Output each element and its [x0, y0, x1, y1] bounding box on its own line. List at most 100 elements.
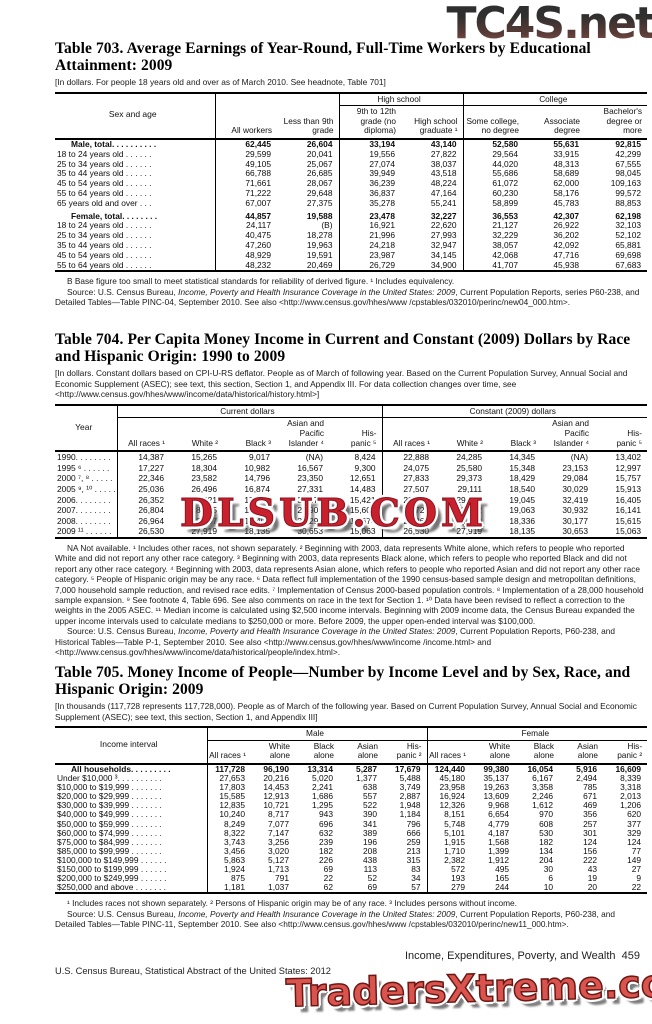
row-label: 25 to 34 years old . . . . . . — [57, 159, 152, 169]
table-row: 45 to 54 years old . . . . . . 71,661 28,0… — [55, 178, 647, 189]
cell-value: 19,588 — [306, 210, 333, 221]
cell-value: 42,299 — [615, 148, 642, 159]
row-label: 18 to 24 years old . . . . . . — [57, 221, 152, 231]
column-header: Black ³ — [510, 437, 537, 448]
cell-value: 43,518 — [430, 168, 457, 179]
cell-value: 60,230 — [462, 188, 525, 199]
cell-value: 16,405 — [615, 494, 642, 505]
cell-value: 24,218 — [338, 240, 401, 251]
cell-value: 27 — [631, 864, 642, 874]
column-header: 9th to 12th grade (no diploma) — [338, 105, 401, 139]
cell-value: 341 — [363, 818, 377, 829]
cell-value: 47,164 — [430, 187, 457, 198]
cell-value: 48,313 — [553, 158, 580, 169]
cell-value: 41,707 — [462, 260, 525, 272]
cell-value: 18,429 — [509, 473, 536, 484]
cell-value: 62,198 — [615, 210, 642, 221]
cell-value: 24,117 — [214, 221, 277, 232]
cell-value: 9,968 — [488, 800, 510, 811]
cell-value: 29,084 — [562, 473, 589, 484]
source-prefix: Source: U.S. Census Bureau, — [67, 908, 179, 919]
cell-value: 25,036 — [116, 483, 170, 495]
cell-value: 1,710 — [426, 846, 472, 856]
cell-value: 25,067 — [306, 158, 333, 169]
row-label: 1990. . . . . . . . — [57, 452, 111, 463]
cell-value: 530 — [539, 827, 554, 838]
cell-value: 26,496 — [191, 483, 217, 494]
cell-value: 18,336 — [509, 515, 536, 526]
column-header: His- panic ⁵ — [616, 427, 643, 448]
column-header: Asian alone — [357, 740, 378, 761]
cell-value: 96,190 — [263, 763, 289, 774]
group-header-male: Male — [206, 727, 428, 741]
column-header: White ² — [191, 437, 218, 448]
row-label: 2007. . . . . . . . — [57, 505, 111, 516]
cell-value: 1,948 — [399, 800, 421, 811]
table-705-headnote: [In thousands (117,728 represents 117,72… — [55, 701, 637, 722]
table-row: $75,000 to $84,999 . . . . . . . 3,743 3,2… — [55, 836, 647, 847]
row-label: $100,000 to $149,999 . . . . . . — [57, 855, 167, 865]
cell-value: 12,913 — [263, 791, 289, 802]
cell-value: 124 — [627, 836, 642, 847]
cell-value: 315 — [406, 854, 421, 865]
cell-value: 42,092 — [553, 239, 580, 250]
cell-value: 438 — [363, 854, 377, 865]
cell-value: 1,912 — [488, 854, 510, 865]
cell-value: 38,037 — [430, 158, 457, 169]
cell-value: 88,853 — [615, 197, 642, 208]
section-table-705: Table 705. Money Income of People—Number… — [55, 664, 648, 930]
cell-value: 165 — [495, 873, 510, 884]
table-705-title: Table 705. Money Income of People—Number… — [55, 664, 631, 698]
cell-value: 32,419 — [562, 494, 589, 505]
cell-value: 6,167 — [532, 773, 554, 784]
cell-value: 1,612 — [532, 800, 554, 811]
cell-value: 620 — [627, 809, 642, 820]
cell-value: 204 — [539, 854, 554, 865]
cell-value: 22 — [323, 873, 333, 884]
cell-value: 26,530 — [116, 526, 170, 538]
cell-value: 27,821 — [191, 494, 217, 505]
cell-value: 58,176 — [553, 187, 580, 198]
cell-value: 52 — [367, 873, 377, 884]
cell-value: 5,287 — [356, 763, 377, 774]
cell-value: 62,000 — [553, 178, 580, 189]
cell-value: 28,325 — [191, 505, 217, 516]
cell-value: 1,377 — [356, 773, 377, 784]
cell-value: 12,997 — [615, 462, 642, 473]
cell-value: 182 — [539, 836, 554, 847]
column-header: Asian alone — [577, 740, 599, 761]
table-row: Under $10,000 ³. . . . . . . . . . 27,653… — [55, 773, 647, 784]
cell-value: 52,580 — [462, 138, 525, 150]
row-label: 65 years old and over . . . — [57, 198, 152, 208]
cell-value: 632 — [319, 827, 333, 838]
row-label: 35 to 44 years old . . . . . . — [57, 169, 152, 179]
cell-value: 301 — [583, 827, 598, 838]
source-note: Source: U.S. Census Bureau, Income, Pove… — [55, 909, 647, 930]
table-row: 55 to 64 years old . . . . . . 48,232 20,4… — [55, 260, 647, 272]
table-row: 18 to 24 years old . . . . . . 24,117 (B) 1… — [55, 221, 647, 232]
cell-value: 36,837 — [338, 188, 401, 199]
header-spacer — [214, 92, 339, 106]
cell-value: 356 — [583, 809, 598, 820]
cell-value: 16,567 — [297, 462, 323, 473]
table-row: 25 to 34 years old . . . . . . 49,105 25,0… — [55, 158, 647, 170]
cell-value: 124 — [583, 836, 598, 847]
table-row: 45 to 54 years old . . . . . . 48,929 19,5… — [55, 249, 647, 261]
cell-value: 149 — [627, 854, 642, 865]
row-label: $60,000 to $74,999 . . . . . . . — [57, 828, 162, 838]
cell-value: 226 — [319, 854, 333, 865]
cell-value: 42,068 — [462, 250, 525, 261]
cell-value: 29,648 — [306, 187, 333, 198]
cell-value: 48,232 — [214, 260, 277, 272]
cell-value: 20,041 — [306, 148, 333, 159]
table-704-body: 1990. . . . . . . . 14,387 15,265 9,017 (NA)… — [55, 451, 647, 538]
cell-value: 15,265 — [191, 452, 217, 463]
cell-value: 34,145 — [430, 249, 457, 260]
cell-value: 791 — [275, 873, 289, 884]
cell-value: 36,239 — [338, 178, 401, 189]
footnote: NA Not available. ¹ Includes other races… — [55, 542, 644, 626]
table-row: 25 to 34 years old . . . . . . 40,475 18,2… — [55, 230, 647, 241]
cell-value: 36,553 — [462, 208, 525, 222]
cell-value: 23,987 — [338, 250, 401, 261]
cell-value: 69 — [367, 882, 377, 893]
